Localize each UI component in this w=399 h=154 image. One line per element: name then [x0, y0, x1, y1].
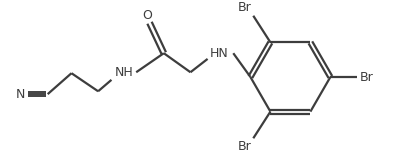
Text: Br: Br	[359, 71, 373, 83]
Text: HN: HN	[209, 47, 228, 60]
Text: O: O	[143, 9, 152, 22]
Text: Br: Br	[238, 140, 252, 153]
Text: N: N	[16, 88, 25, 101]
Text: NH: NH	[115, 66, 133, 79]
Text: Br: Br	[238, 1, 252, 14]
